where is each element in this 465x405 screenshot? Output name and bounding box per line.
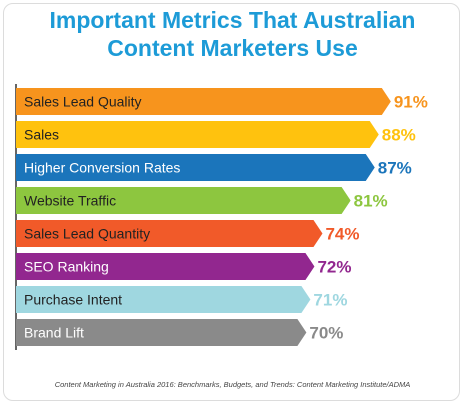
value-label-purchase-intent: 71%: [313, 291, 347, 310]
category-label-sales-lead-quantity: Sales Lead Quantity: [24, 226, 150, 242]
value-label-higher-conversion-rates: 87%: [378, 159, 412, 178]
bar-sales-lead-quality: [16, 88, 391, 115]
chart-title-line-2: Content Marketers Use: [107, 35, 358, 61]
chart-title-line-1: Important Metrics That Australian: [49, 7, 416, 33]
value-label-brand-lift: 70%: [309, 324, 343, 343]
bar-brand-lift: [16, 319, 307, 346]
value-label-sales: 88%: [382, 126, 416, 145]
category-label-purchase-intent: Purchase Intent: [24, 292, 122, 308]
category-label-brand-lift: Brand Lift: [24, 325, 84, 341]
value-label-website-traffic: 81%: [354, 192, 388, 211]
bar-higher-conversion-rates: [16, 154, 375, 181]
category-label-higher-conversion-rates: Higher Conversion Rates: [24, 160, 180, 176]
bar-website-traffic: [16, 187, 351, 214]
value-label-seo-ranking: 72%: [317, 258, 351, 277]
category-label-sales-lead-quality: Sales Lead Quality: [24, 94, 142, 110]
category-label-website-traffic: Website Traffic: [24, 193, 116, 209]
bar-purchase-intent: [16, 286, 311, 313]
bar-sales-lead-quantity: [16, 220, 323, 247]
category-label-sales: Sales: [24, 127, 59, 143]
category-label-seo-ranking: SEO Ranking: [24, 259, 109, 275]
value-label-sales-lead-quantity: 74%: [325, 225, 359, 244]
bar-sales: [16, 121, 379, 148]
chart-title: Important Metrics That Australian Conten…: [0, 6, 465, 62]
value-label-sales-lead-quality: 91%: [394, 93, 428, 112]
chart-source: Content Marketing in Australia 2016: Ben…: [54, 380, 411, 389]
bar-seo-ranking: [16, 253, 315, 280]
